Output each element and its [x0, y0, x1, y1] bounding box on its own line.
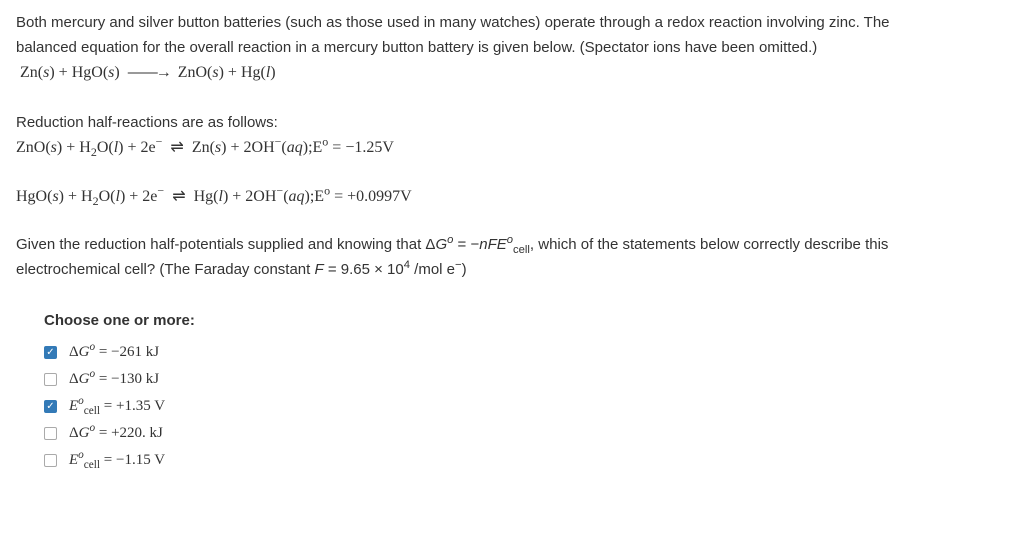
option-label-2: Eocell = +1.35 V: [69, 396, 165, 417]
intro-line-2: balanced equation for the overall reacti…: [16, 37, 1008, 58]
reductions-heading: Reduction half-reactions are as follows:: [16, 112, 1008, 133]
option-row-1[interactable]: ΔGo = −130 kJ: [44, 366, 1008, 393]
half-reaction-2: HgO(s) + H2O(l) + 2e− ⇌ Hg(l) + 2OH−(aq)…: [16, 186, 1008, 208]
given-line-1: Given the reduction half-potentials supp…: [16, 234, 1008, 255]
choose-block: Choose one or more: ✓ ΔGo = −261 kJ ΔGo = …: [44, 310, 1008, 474]
checkbox-3[interactable]: [44, 427, 57, 440]
checkbox-1[interactable]: [44, 373, 57, 386]
option-label-0: ΔGo = −261 kJ: [69, 342, 159, 363]
half-reaction-1: ZnO(s) + H2O(l) + 2e− ⇌ Zn(s) + 2OH−(aq)…: [16, 137, 1008, 159]
choose-title: Choose one or more:: [44, 310, 1008, 331]
option-label-4: Eocell = −1.15 V: [69, 450, 165, 471]
overall-equation: Zn(s) + HgO(s) ——→ ZnO(s) + Hg(l): [20, 62, 1008, 84]
option-row-4[interactable]: Eocell = −1.15 V: [44, 447, 1008, 474]
option-row-3[interactable]: ΔGo = +220. kJ: [44, 420, 1008, 447]
checkbox-2[interactable]: ✓: [44, 400, 57, 413]
option-label-3: ΔGo = +220. kJ: [69, 423, 163, 444]
option-row-2[interactable]: ✓ Eocell = +1.35 V: [44, 393, 1008, 420]
checkbox-0[interactable]: ✓: [44, 346, 57, 359]
given-line-2: electrochemical cell? (The Faraday const…: [16, 259, 1008, 280]
option-row-0[interactable]: ✓ ΔGo = −261 kJ: [44, 339, 1008, 366]
option-label-1: ΔGo = −130 kJ: [69, 369, 159, 390]
checkbox-4[interactable]: [44, 454, 57, 467]
intro-line-1: Both mercury and silver button batteries…: [16, 12, 1008, 33]
